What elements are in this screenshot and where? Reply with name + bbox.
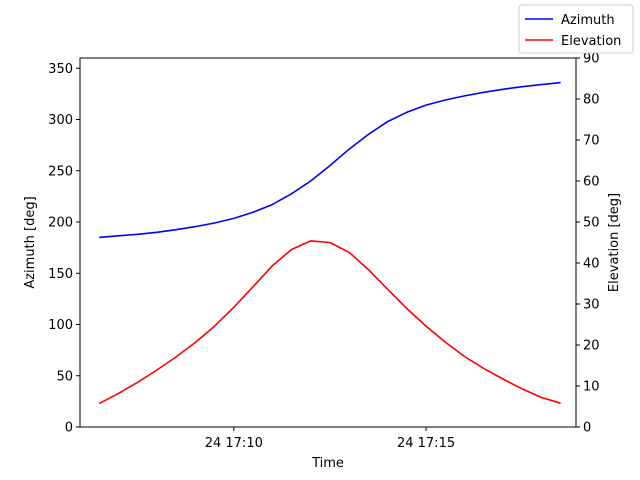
- right-tick-label: 40: [583, 257, 600, 272]
- left-tick-label: 300: [48, 113, 73, 128]
- legend-label-azimuth: Azimuth: [561, 13, 615, 28]
- x-axis-label: Time: [311, 456, 344, 471]
- plot-frame: [79, 57, 577, 428]
- x-axis: 24 17:10 24 17:15: [205, 427, 455, 451]
- left-tick-label: 250: [48, 164, 73, 179]
- left-axis-label: Azimuth [deg]: [23, 196, 38, 288]
- left-tick-label: 200: [48, 216, 73, 231]
- series-line-azimuth: [99, 81, 561, 239]
- right-tick-label: 20: [583, 339, 600, 354]
- right-tick-label: 30: [583, 298, 600, 313]
- right-tick-label: 50: [583, 216, 600, 231]
- series-layer: [98, 81, 561, 405]
- left-tick-label: 50: [56, 369, 73, 384]
- right-axis-label: Elevation [deg]: [607, 193, 622, 292]
- right-tick-label: 0: [583, 421, 591, 436]
- left-tick-label: 150: [48, 267, 73, 282]
- plot-area: [79, 57, 577, 428]
- left-tick-label: 100: [48, 318, 73, 333]
- legend: Azimuth Elevation: [518, 4, 634, 54]
- left-tick-label: 0: [65, 421, 73, 436]
- left-axis: 0 50 100 150 200 250 300 350: [48, 62, 80, 436]
- right-tick-label: 60: [583, 175, 600, 190]
- legend-label-elevation: Elevation: [561, 34, 621, 49]
- right-tick-label: 80: [583, 93, 600, 108]
- x-tick-label: 24 17:10: [205, 436, 263, 451]
- right-tick-label: 10: [583, 380, 600, 395]
- right-tick-label: 70: [583, 134, 600, 149]
- x-tick-label: 24 17:15: [397, 436, 455, 451]
- left-tick-label: 350: [48, 62, 73, 77]
- legend-box: [518, 4, 634, 54]
- series-line-elevation: [98, 240, 561, 405]
- right-tick-label: 90: [583, 52, 600, 67]
- right-axis: 0 10 20 30 40 50 60 70 80 90: [576, 52, 600, 436]
